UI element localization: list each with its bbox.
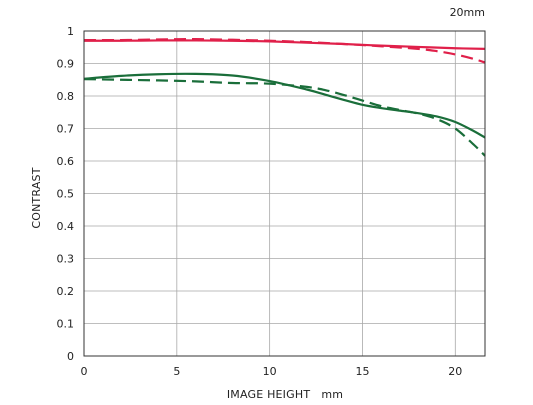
y-tick-label: 0.3 bbox=[57, 253, 75, 266]
series-line-2 bbox=[83, 38, 486, 64]
y-tick-label: 1 bbox=[67, 25, 74, 38]
y-tick-label: 0.9 bbox=[57, 58, 75, 71]
y-tick-label: 0.5 bbox=[57, 188, 75, 201]
y-tick-label: 0.6 bbox=[57, 155, 75, 168]
chart-title: 20mm bbox=[450, 6, 485, 19]
series-line-3 bbox=[83, 72, 486, 139]
y-tick-label: 0.1 bbox=[57, 318, 75, 331]
x-tick-label: 0 bbox=[81, 365, 88, 378]
y-tick-label: 0.2 bbox=[57, 285, 75, 298]
plot-frame bbox=[83, 30, 486, 357]
x-tick-label: 5 bbox=[173, 365, 180, 378]
x-axis-label: IMAGE HEIGHT mm bbox=[227, 388, 343, 400]
series-lines bbox=[83, 38, 486, 157]
series-line-4 bbox=[83, 78, 486, 157]
x-tick-label: 15 bbox=[355, 365, 369, 378]
x-tick-label: 10 bbox=[263, 365, 277, 378]
tick-labels: 00.10.20.30.40.50.60.70.80.910 5 10 15 20 bbox=[57, 25, 463, 378]
y-axis-label: CONTRAST bbox=[30, 167, 43, 228]
y-tick-label: 0 bbox=[67, 350, 74, 363]
y-tick-label: 0.7 bbox=[57, 123, 75, 136]
y-tick-label: 0.4 bbox=[57, 220, 75, 233]
y-tick-label: 0.8 bbox=[57, 90, 75, 103]
x-tick-label: 20 bbox=[448, 365, 462, 378]
